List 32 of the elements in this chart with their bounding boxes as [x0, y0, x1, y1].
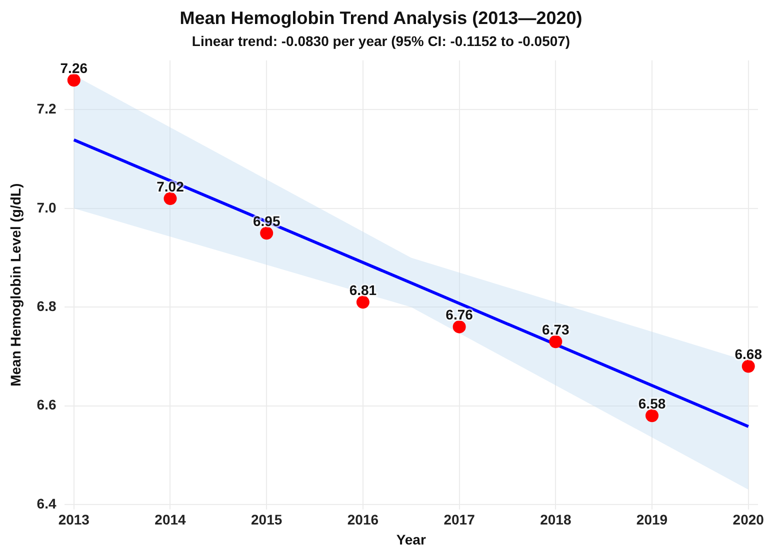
y-axis-title: Mean Hemoglobin Level (g/dL)	[7, 183, 24, 386]
x-tick-label: 2014	[154, 512, 186, 528]
data-label: 6.58	[638, 396, 666, 412]
x-tick-label: 2018	[540, 512, 572, 528]
data-label: 7.26	[60, 60, 88, 76]
point	[164, 192, 177, 206]
data-label: 6.68	[734, 346, 762, 362]
data-label: 6.81	[349, 282, 377, 298]
point	[646, 409, 659, 422]
x-axis-title: Year	[396, 531, 426, 548]
y-tick-label: 7.0	[36, 199, 56, 216]
point	[356, 296, 370, 309]
chart-title: Mean Hemoglobin Trend Analysis (2013—2020)	[180, 8, 582, 28]
y-tick-label: 6.6	[36, 396, 56, 413]
x-tick-label: 2016	[347, 512, 379, 528]
data-label: 6.76	[446, 306, 474, 323]
x-tick-label: 2015	[251, 512, 282, 528]
data-label: 6.73	[542, 322, 570, 338]
x-tick-label: 2017	[444, 512, 476, 528]
x-tick-label: 2020	[732, 512, 764, 528]
chart-subtitle: Linear trend: -0.0830 per year (95% CI: -0.1152 to -0.0507)	[192, 32, 570, 49]
y-tick-label: 6.8	[36, 298, 56, 314]
point	[67, 74, 80, 87]
point	[549, 335, 562, 348]
x-tick-label: 2013	[58, 512, 90, 528]
y-tick-label: 6.4	[36, 495, 56, 512]
point	[452, 320, 466, 334]
x-tick-label: 2019	[636, 512, 668, 528]
data-label: 7.02	[156, 178, 184, 194]
point	[260, 226, 274, 240]
point	[742, 360, 755, 373]
y-tick-label: 7.2	[36, 100, 56, 117]
